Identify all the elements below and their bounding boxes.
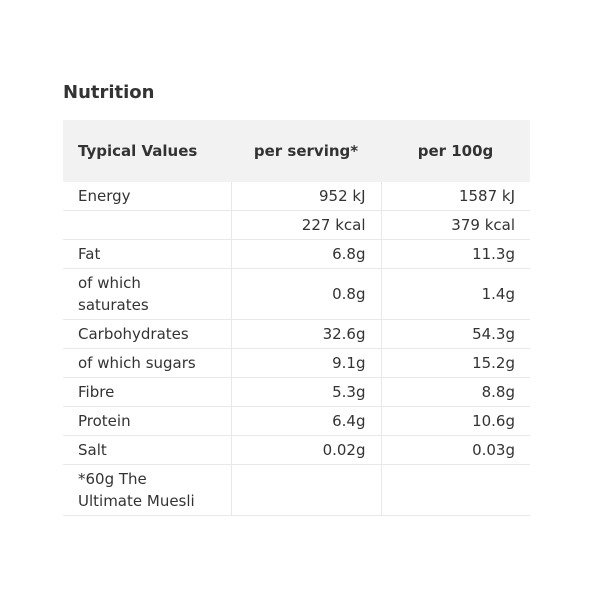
table-row: Protein 6.4g 10.6g: [63, 406, 530, 436]
table-row: Salt 0.02g 0.03g: [63, 435, 530, 465]
nutrient-label: *60g The Ultimate Muesli: [63, 464, 231, 516]
nutrient-value: 8.8g: [380, 377, 530, 407]
table-row: *60g The Ultimate Muesli: [63, 464, 530, 516]
nutrient-value: 15.2g: [380, 348, 530, 378]
table-row: Energy 952 kJ 1587 kJ: [63, 182, 530, 211]
table-row: Fat 6.8g 11.3g: [63, 239, 530, 269]
table-row: of which saturates 0.8g 1.4g: [63, 268, 530, 320]
nutrient-value: 0.03g: [380, 435, 530, 465]
nutrient-value: 1.4g: [380, 268, 530, 320]
nutrient-value: 227 kcal: [230, 210, 381, 240]
header-row: Typical Values per serving* per 100g: [63, 120, 530, 182]
nutrient-label: Protein: [63, 406, 231, 436]
nutrient-value: 32.6g: [230, 319, 381, 349]
table-body: Energy 952 kJ 1587 kJ 227 kcal 379 kcal Fat 6.…: [63, 182, 530, 516]
nutrient-value: 0.02g: [230, 435, 381, 465]
nutrient-value: 6.4g: [230, 406, 381, 436]
nutrient-value: 6.8g: [230, 239, 381, 269]
nutrient-value: 9.1g: [230, 348, 381, 378]
table-row: Carbohydrates 32.6g 54.3g: [63, 319, 530, 349]
nutrient-value: 379 kcal: [380, 210, 530, 240]
nutrient-value: 5.3g: [230, 377, 381, 407]
nutrition-table: Typical Values per serving* per 100g Energ…: [63, 120, 530, 516]
nutrient-value: 1587 kJ: [380, 182, 530, 211]
table-row: Fibre 5.3g 8.8g: [63, 377, 530, 407]
nutrient-label: Energy: [63, 182, 231, 211]
table-row: 227 kcal 379 kcal: [63, 210, 530, 240]
nutrient-label: Fibre: [63, 377, 231, 407]
table-row: of which sugars 9.1g 15.2g: [63, 348, 530, 378]
nutrient-value: 0.8g: [230, 268, 381, 320]
nutrient-value: 10.6g: [380, 406, 530, 436]
nutrient-label: Fat: [63, 239, 231, 269]
table-header: Typical Values per serving* per 100g: [63, 120, 530, 182]
nutrient-value: [230, 464, 381, 516]
nutrient-label: of which saturates: [63, 268, 231, 320]
section-title: Nutrition: [63, 82, 155, 103]
nutrient-value: 952 kJ: [230, 182, 381, 211]
nutrient-label: Carbohydrates: [63, 319, 231, 349]
column-header: per serving*: [231, 120, 381, 182]
nutrient-value: [380, 464, 530, 516]
nutrient-label: of which sugars: [63, 348, 231, 378]
nutrient-value: 54.3g: [380, 319, 530, 349]
nutrient-value: 11.3g: [380, 239, 530, 269]
nutrient-label: Salt: [63, 435, 231, 465]
column-header: Typical Values: [63, 120, 231, 182]
nutrient-label: [63, 210, 231, 240]
column-header: per 100g: [381, 120, 530, 182]
